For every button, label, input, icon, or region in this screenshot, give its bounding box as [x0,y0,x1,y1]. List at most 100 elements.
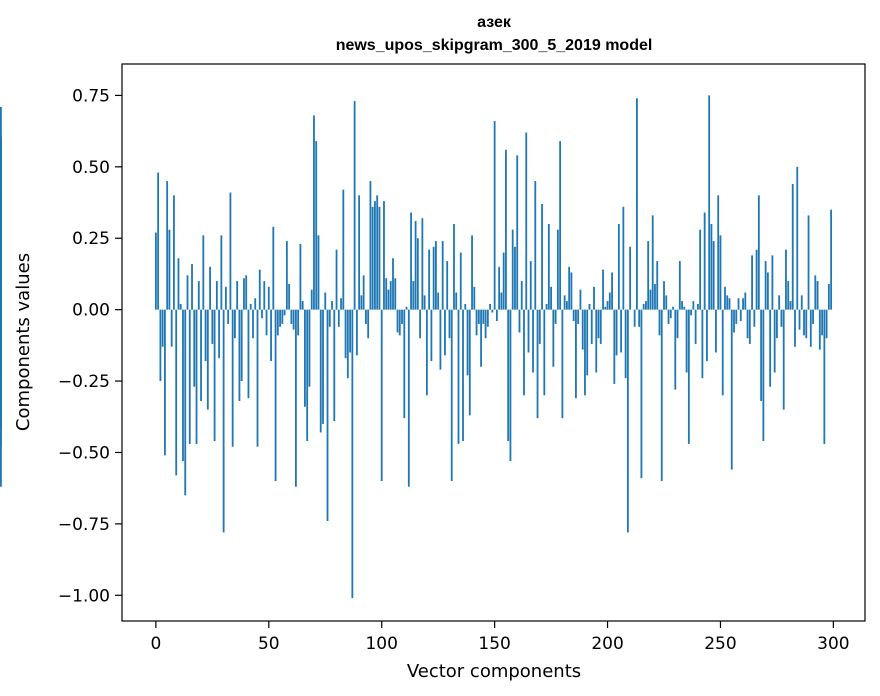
bar-201 [608,292,611,310]
bar-294 [818,309,821,350]
bar-287 [803,309,805,336]
bar-169 [536,309,539,419]
bar-107 [396,309,399,333]
bar-120 [425,309,428,396]
bar-248 [715,309,717,353]
bar-195 [595,309,598,373]
bar-17 [193,309,196,387]
bar-224 [660,309,663,482]
bar-253 [726,295,729,310]
bar-298 [827,283,830,310]
bar-204 [615,309,618,356]
bar-181 [563,295,566,310]
bar-229 [672,306,674,310]
bar-28 [218,309,221,359]
bar-180 [561,309,564,419]
bar-67 [306,309,309,442]
bar-272 [769,309,772,387]
bar-55 [279,309,281,327]
bar-182 [565,301,568,310]
bar-97 [374,201,376,310]
bar-1 [157,172,160,310]
bar-279 [785,249,787,310]
bar-212 [633,309,636,327]
bar-9 [175,309,178,476]
bar-24 [209,266,211,310]
bar-147 [486,309,489,327]
bar-157 [509,309,512,462]
bar-72 [317,235,320,310]
bar-99 [378,206,381,310]
y-tick-label: −1.00 [58,586,110,606]
bar-122 [430,309,433,362]
bar-146 [484,309,487,339]
bar-70 [313,115,315,310]
bar-205 [617,223,620,310]
bar-185 [572,309,575,322]
bar-148 [489,303,492,310]
bar-247 [712,241,715,310]
bar-98 [376,195,379,310]
x-tick-label: 50 [258,634,280,654]
bar-215 [640,309,643,479]
bar-47 [261,309,263,319]
bar-108 [398,309,401,336]
bar-86 [349,309,351,353]
bar-217 [645,301,647,310]
bar-117 [419,309,422,339]
bar-37 [238,309,241,402]
y-tick-label: 0.75 [72,86,110,106]
bar-36 [236,281,239,310]
bar-292 [814,275,817,310]
bar-192 [588,303,591,310]
bar-96 [371,206,374,310]
bar-3 [161,309,164,347]
bar-21 [202,235,205,310]
bar-187 [577,309,580,324]
bar-202 [611,272,613,310]
bar-23 [206,309,209,410]
bar-32 [227,309,230,324]
bar-267 [757,195,760,310]
bar-132 [453,223,455,310]
bar-233 [681,301,683,310]
bar-297 [825,309,828,339]
bar-89 [355,309,358,356]
bar-35 [234,309,236,339]
bar-118 [421,218,424,310]
bar-109 [401,309,403,324]
bar-123 [432,246,435,310]
chart-title: азек [477,14,512,31]
bar-61 [292,309,295,330]
bar-193 [590,309,593,344]
x-tick-label: 0 [150,634,161,654]
bar-200 [606,301,609,310]
bar-141 [473,286,476,310]
bar-58 [285,241,288,310]
bar-243 [703,212,706,310]
bar-110 [403,309,406,419]
bar-282 [791,183,794,310]
bar-198 [602,269,604,310]
bar-112 [407,309,410,487]
bar-268 [760,309,763,402]
bar-154 [502,252,505,310]
y-axis: 0.75 0.50 0.25 0.00 −0.25 −0.50 −0.75 −1.00 [58,86,122,606]
bar-113 [410,212,412,310]
bar-92 [362,275,365,310]
x-tick-label: 250 [704,634,736,654]
bar-150 [493,121,496,310]
bar-22 [204,309,207,362]
bar-111 [405,306,408,310]
bar-252 [724,286,726,310]
bar-106 [394,278,397,310]
bar-19 [197,281,200,310]
bar-2 [159,309,162,382]
bar-191 [586,309,589,376]
bar-213 [636,98,638,310]
bar-20 [200,309,202,402]
bar-131 [450,309,453,482]
bar-221 [654,283,656,310]
bar-82 [340,298,342,310]
bar-296 [823,309,826,444]
